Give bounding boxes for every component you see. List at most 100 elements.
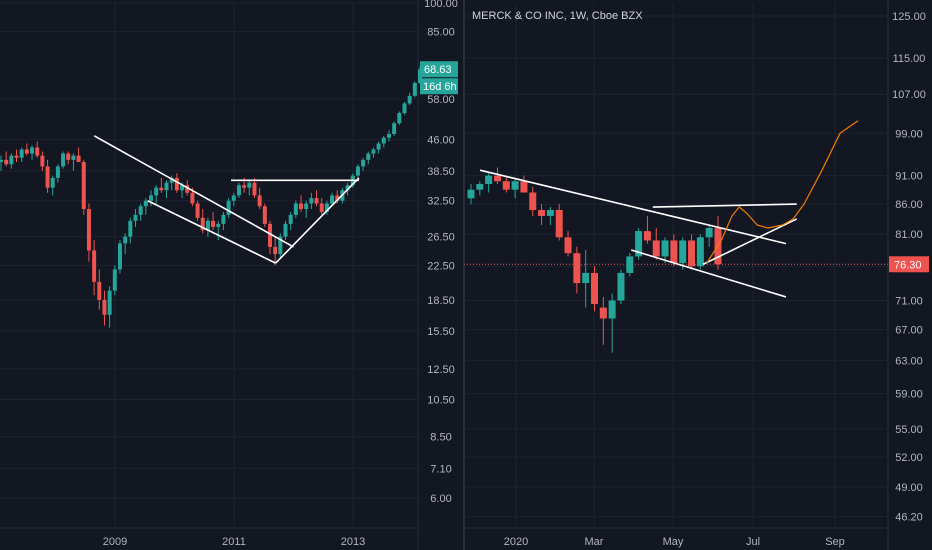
candle-body [511,181,519,190]
candle-body [71,155,76,160]
y-tick-label: 59.00 [895,389,923,401]
trendline [630,249,787,298]
trendline [479,169,787,245]
candle-body [345,185,350,191]
candle-body [9,155,14,165]
y-tick-label: 46.20 [895,512,923,524]
y-tick-label: 46.00 [427,135,455,147]
candle-body [123,236,128,244]
y-tick-label: 67.00 [895,325,923,337]
candle-body [573,253,581,284]
candle-body [582,272,590,284]
candle-body [30,147,35,154]
candle-body [231,195,236,201]
y-tick-label: 52.00 [895,452,923,464]
candle-body [216,223,221,227]
y-tick-label: 85.00 [427,27,455,39]
trendline [702,218,798,265]
candle-body [76,155,81,163]
candle-body [40,155,45,167]
candle-body [211,220,216,227]
candle-body [247,182,252,188]
candle-body [174,177,179,191]
candle-body [107,290,112,315]
x-tick-label: 2013 [341,536,365,548]
candle-body [299,203,304,210]
y-tick-label: 55.00 [895,424,923,436]
last-price-badge [889,256,929,273]
candle-body [696,237,704,267]
candle-body [555,209,563,238]
y-tick-label: 86.00 [895,199,923,211]
last-price-label: 76.30 [894,259,922,271]
candle-body [688,240,696,267]
y-tick-label: 81.00 [895,229,923,241]
candle-body [643,231,651,241]
candle-body [366,153,371,160]
candle-body [564,237,572,254]
trendline [652,203,797,208]
candle-body [133,214,138,221]
candle-body [55,166,60,178]
y-tick-label: 12.50 [427,364,455,376]
countdown-label: 16d 6h [423,81,457,93]
y-tick-label: 49.00 [895,482,923,494]
candle-body [617,272,625,301]
candle-body [4,159,9,165]
candle-body [190,192,195,204]
candle-body [92,250,97,282]
candle-body [14,155,19,158]
candle-body [185,185,190,193]
candle-body [35,147,40,156]
y-tick-label: 91.00 [895,171,923,183]
candle-body [591,272,598,305]
candle-body [330,195,335,204]
candle-body [402,103,407,114]
candle-body [502,181,510,190]
y-tick-label: 107.00 [892,89,926,101]
last-price-label: 68.63 [424,64,452,76]
trendline [93,135,294,248]
candle-body [267,223,272,247]
x-tick-label: Mar [585,536,604,548]
candle-body [599,307,607,319]
candle-body [485,175,493,185]
candle-body [61,153,66,167]
candle-body [242,185,247,188]
candle-body [361,159,366,167]
trendline [147,200,277,264]
candle-body [407,95,412,104]
y-tick-label: 125.00 [892,11,926,23]
candle-body [117,243,122,270]
candle-body [143,200,148,207]
y-tick-label: 15.50 [427,326,455,338]
projection-path [706,120,859,264]
candle-body [371,149,376,154]
y-tick-label: 63.00 [895,356,923,368]
candle-body [538,209,546,216]
candle-body [304,203,309,210]
y-tick-label: 6.00 [430,493,451,505]
candle-body [608,300,616,319]
y-tick-label: 115.00 [893,53,926,65]
candle-body [226,200,231,215]
candle-body [397,113,402,124]
candle-body [252,182,257,196]
candle-body [154,187,159,196]
candle-body [635,231,643,257]
candle-body [661,240,669,257]
candle-body [476,184,484,190]
candle-body [626,256,634,273]
last-price-badge [420,61,458,78]
candle-body [355,166,360,176]
x-tick-label: Sep [825,536,845,548]
y-tick-label: 99.00 [895,128,923,140]
x-tick-label: Jul [746,536,760,548]
x-tick-label: 2009 [103,536,127,548]
candle-body [293,203,298,215]
countdown-badge [420,78,458,95]
x-tick-label: 2011 [222,536,246,548]
candle-body [335,195,340,201]
